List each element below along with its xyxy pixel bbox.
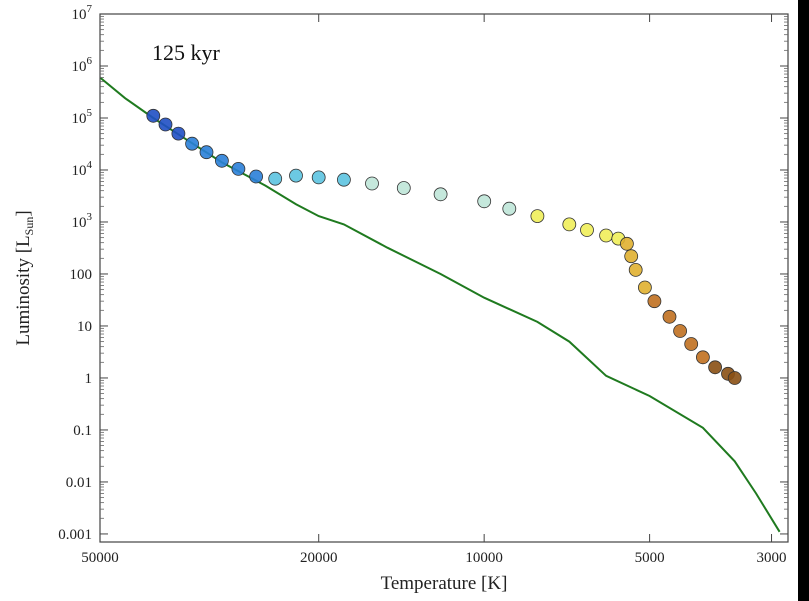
scatter-point xyxy=(249,169,264,184)
y-tick-label-base: 10 xyxy=(72,111,87,127)
y-tick-label: 0.01 xyxy=(66,475,92,491)
age-annotation: 125 kyr xyxy=(152,40,221,65)
y-tick-label-exponent: 7 xyxy=(87,3,93,15)
scatter-point xyxy=(336,172,351,187)
scatter-point xyxy=(171,126,186,141)
scatter-point xyxy=(684,337,699,351)
x-tick-label: 50000 xyxy=(81,550,119,566)
scatter-point xyxy=(624,249,639,264)
axis-ticks: 50000 20000 10000 5000 300010710610510410310… xyxy=(58,3,788,566)
y-axis-label-close: ] xyxy=(13,210,34,216)
y-tick-label-base: 10 xyxy=(72,7,87,23)
scatter-point xyxy=(365,176,379,191)
y-tick-label-base: 10 xyxy=(72,59,87,75)
scatter-point xyxy=(647,294,662,309)
scatter-point xyxy=(530,209,545,224)
y-axis-label: Luminosity [LSun] xyxy=(13,210,36,345)
scatter-point xyxy=(146,108,161,123)
y-tick-label-exponent: 4 xyxy=(87,159,93,171)
y-axis-label-main: Luminosity [L xyxy=(13,235,34,345)
scatter-point xyxy=(708,360,722,375)
scatter-point xyxy=(638,280,652,295)
scatter-point xyxy=(580,223,594,237)
scatter-point xyxy=(696,350,710,365)
scatter-point xyxy=(502,201,517,216)
y-axis-label-subscript: Sun xyxy=(22,217,36,236)
scatter-point xyxy=(311,170,326,185)
y-tick-label: 10 xyxy=(77,319,92,335)
y-tick-label-base: 10 xyxy=(72,163,87,179)
scatter-point xyxy=(158,117,173,132)
scatter-point xyxy=(289,168,303,183)
scatter-point xyxy=(185,136,200,151)
scatter-point xyxy=(673,324,687,338)
y-tick-label: 1 xyxy=(85,371,93,387)
scatter-point xyxy=(396,181,411,195)
y-tick-label: 0.1 xyxy=(73,423,92,439)
y-tick-label: 104 xyxy=(72,159,93,179)
y-tick-label-exponent: 3 xyxy=(87,211,93,223)
scatter-point xyxy=(199,145,214,160)
scatter-point xyxy=(727,371,742,385)
y-tick-label-exponent: 6 xyxy=(87,55,93,67)
y-tick-label-base: 10 xyxy=(72,215,87,231)
x-axis-label: Temperature [K] xyxy=(381,573,508,594)
scatter-point xyxy=(268,171,283,186)
scatter-point xyxy=(477,194,492,209)
scatter-point xyxy=(662,309,677,324)
x-tick-label: 20000 xyxy=(300,550,338,566)
y-tick-label: 100 xyxy=(70,267,93,283)
y-tick-label: 103 xyxy=(72,211,93,231)
scatter-point xyxy=(231,161,246,176)
scatter-point xyxy=(562,217,577,232)
x-tick-label: 10000 xyxy=(465,550,503,566)
plot-marks xyxy=(99,76,781,533)
y-tick-label: 106 xyxy=(72,55,93,75)
x-tick-label: 5000 xyxy=(635,550,665,566)
y-tick-label: 0.001 xyxy=(58,527,92,543)
scatter-point xyxy=(620,236,634,251)
x-tick-label: 3000 xyxy=(757,550,787,566)
plot-frame xyxy=(99,13,789,543)
scatter-point xyxy=(214,153,229,168)
scatter-point xyxy=(599,228,613,243)
scatter-point xyxy=(433,187,448,202)
scatter-point xyxy=(628,262,643,277)
y-tick-label-exponent: 5 xyxy=(87,107,93,119)
y-tick-label: 107 xyxy=(72,3,93,23)
y-tick-label: 105 xyxy=(72,107,93,127)
